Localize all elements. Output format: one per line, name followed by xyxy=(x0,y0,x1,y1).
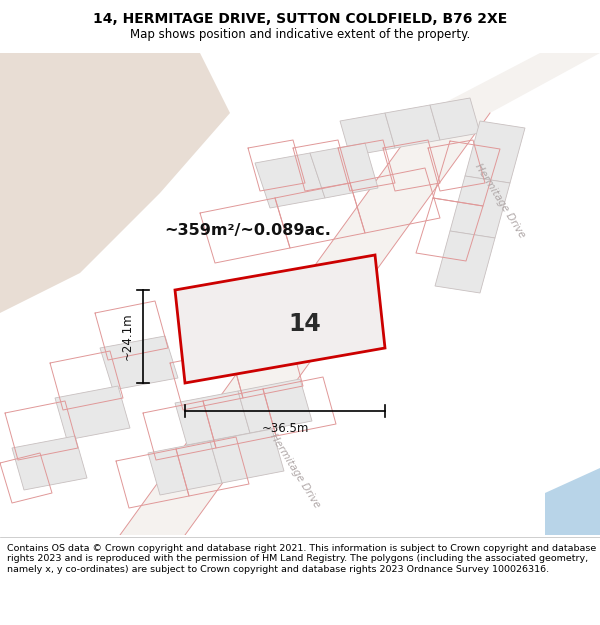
Polygon shape xyxy=(120,113,490,535)
Polygon shape xyxy=(435,231,495,293)
Polygon shape xyxy=(55,386,130,440)
Text: Contains OS data © Crown copyright and database right 2021. This information is : Contains OS data © Crown copyright and d… xyxy=(7,544,596,574)
Polygon shape xyxy=(385,105,440,148)
Polygon shape xyxy=(175,391,250,445)
Text: Hermitage Drive: Hermitage Drive xyxy=(268,432,322,510)
Polygon shape xyxy=(430,98,480,140)
Polygon shape xyxy=(340,113,395,156)
Polygon shape xyxy=(148,441,222,495)
Polygon shape xyxy=(100,336,178,390)
Text: Map shows position and indicative extent of the property.: Map shows position and indicative extent… xyxy=(130,28,470,41)
Polygon shape xyxy=(238,379,312,433)
Polygon shape xyxy=(175,255,385,383)
Text: 14, HERMITAGE DRIVE, SUTTON COLDFIELD, B76 2XE: 14, HERMITAGE DRIVE, SUTTON COLDFIELD, B… xyxy=(93,12,507,26)
Polygon shape xyxy=(210,429,284,483)
Polygon shape xyxy=(12,436,87,490)
Text: Hermitage Drive: Hermitage Drive xyxy=(473,162,527,240)
Polygon shape xyxy=(310,143,378,198)
Polygon shape xyxy=(0,53,230,313)
Polygon shape xyxy=(545,468,600,535)
Polygon shape xyxy=(465,121,525,183)
Polygon shape xyxy=(425,53,600,113)
Text: ~24.1m: ~24.1m xyxy=(121,312,133,360)
Text: ~36.5m: ~36.5m xyxy=(262,421,308,434)
Polygon shape xyxy=(255,153,325,208)
Text: ~359m²/~0.089ac.: ~359m²/~0.089ac. xyxy=(164,224,331,239)
Polygon shape xyxy=(450,176,510,238)
Text: 14: 14 xyxy=(289,312,322,336)
